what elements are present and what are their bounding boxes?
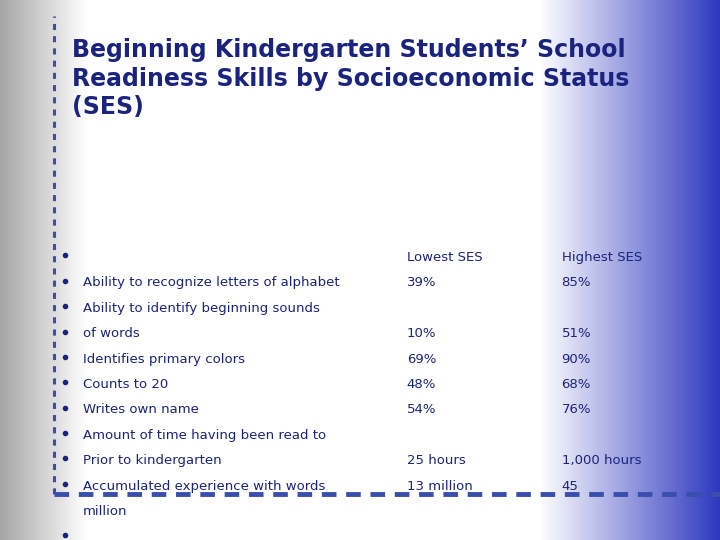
Text: Lowest SES: Lowest SES: [407, 251, 482, 264]
Text: Ability to recognize letters of alphabet: Ability to recognize letters of alphabet: [83, 276, 339, 289]
Text: Identifies primary colors: Identifies primary colors: [83, 353, 245, 366]
Text: 51%: 51%: [562, 327, 591, 340]
Text: 48%: 48%: [407, 378, 436, 391]
Text: 76%: 76%: [562, 403, 591, 416]
Text: 10%: 10%: [407, 327, 436, 340]
Text: 13 million: 13 million: [407, 480, 472, 492]
Text: Beginning Kindergarten Students’ School
Readiness Skills by Socioeconomic Status: Beginning Kindergarten Students’ School …: [72, 38, 629, 119]
Text: million: million: [83, 505, 127, 518]
Text: of words: of words: [83, 327, 140, 340]
Text: 1,000 hours: 1,000 hours: [562, 454, 641, 467]
Text: Amount of time having been read to: Amount of time having been read to: [83, 429, 326, 442]
Text: 54%: 54%: [407, 403, 436, 416]
Text: Prior to kindergarten: Prior to kindergarten: [83, 454, 222, 467]
Text: Accumulated experience with words: Accumulated experience with words: [83, 480, 325, 492]
Text: 25 hours: 25 hours: [407, 454, 466, 467]
Text: Counts to 20: Counts to 20: [83, 378, 168, 391]
Text: _______________________________________________: ________________________________________…: [83, 530, 394, 540]
Text: 69%: 69%: [407, 353, 436, 366]
Text: Writes own name: Writes own name: [83, 403, 199, 416]
Text: 39%: 39%: [407, 276, 436, 289]
Text: Ability to identify beginning sounds: Ability to identify beginning sounds: [83, 302, 320, 315]
Text: 85%: 85%: [562, 276, 591, 289]
Text: 45: 45: [562, 480, 578, 492]
Text: Highest SES: Highest SES: [562, 251, 642, 264]
Text: 90%: 90%: [562, 353, 591, 366]
Text: 68%: 68%: [562, 378, 591, 391]
